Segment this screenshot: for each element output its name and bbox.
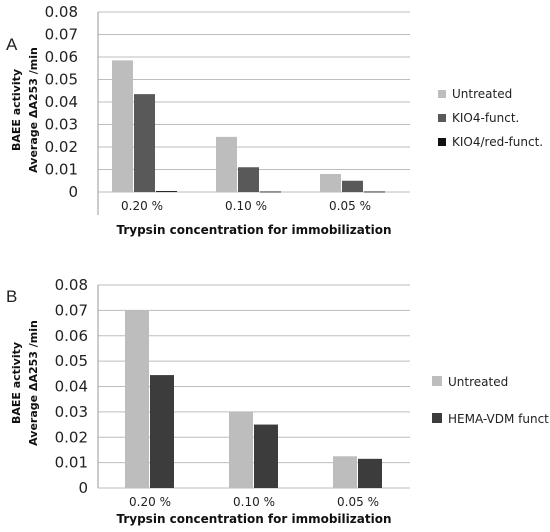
x-tick-label: 0.05 % bbox=[329, 199, 371, 213]
y-axis-label-line1-b: BAEE activity bbox=[10, 342, 23, 424]
y-tick-label: 0.03 bbox=[45, 116, 78, 134]
x-tick-label: 0.20 % bbox=[121, 199, 163, 213]
legend-swatch bbox=[438, 90, 446, 98]
legend-label: Untreated bbox=[452, 87, 512, 101]
y-ticks-b: 0 0.01 0.02 0.03 0.04 0.05 0.06 0.07 0.08 bbox=[55, 276, 88, 497]
y-tick-label: 0.07 bbox=[45, 26, 78, 44]
legend-swatch bbox=[432, 376, 442, 386]
y-tick-label: 0.05 bbox=[55, 352, 88, 370]
y-tick-label: 0.06 bbox=[45, 48, 78, 66]
legend-swatch bbox=[432, 413, 442, 423]
panel-label-a: A bbox=[6, 35, 18, 54]
chart-panel-b: B BAEE activity Average ΔA253 /min Tryps… bbox=[6, 276, 550, 526]
y-tick-label: 0.01 bbox=[45, 161, 78, 179]
bar bbox=[320, 174, 341, 192]
bar bbox=[254, 424, 278, 488]
y-tick-label: 0.03 bbox=[55, 403, 88, 421]
bar bbox=[156, 191, 177, 192]
bar bbox=[229, 411, 253, 488]
bar bbox=[150, 375, 174, 488]
bar bbox=[125, 310, 149, 488]
x-ticks-a: 0.20 % 0.10 % 0.05 % bbox=[121, 199, 371, 213]
x-axis-label-a: Trypsin concentration for immobilization bbox=[116, 223, 391, 237]
y-tick-label: 0 bbox=[68, 183, 78, 201]
legend-a: Untreated KIO4-funct. KIO4/red-funct. bbox=[438, 87, 543, 149]
legend-label: HEMA-VDM funct. bbox=[448, 412, 550, 426]
bar bbox=[342, 180, 363, 192]
x-ticks-b: 0.20 % 0.10 % 0.05 % bbox=[129, 495, 379, 509]
bar bbox=[364, 191, 385, 193]
x-tick-label: 0.10 % bbox=[233, 495, 275, 509]
legend-swatch bbox=[438, 138, 446, 146]
bar bbox=[134, 94, 155, 192]
bar bbox=[216, 136, 237, 192]
bars-a bbox=[112, 60, 385, 193]
y-axis-label-line2-a: Average ΔA253 /min bbox=[27, 47, 40, 173]
legend-label: KIO4/red-funct. bbox=[452, 135, 543, 149]
y-tick-label: 0.02 bbox=[55, 428, 88, 446]
bar bbox=[112, 60, 133, 192]
x-axis-label-b: Trypsin concentration for immobilization bbox=[116, 512, 391, 526]
y-tick-label: 0.04 bbox=[55, 378, 88, 396]
y-tick-label: 0.07 bbox=[55, 301, 88, 319]
y-tick-label: 0.04 bbox=[45, 93, 78, 111]
y-axis-label-line2-b: Average ΔA253 /min bbox=[27, 320, 40, 446]
legend-label: KIO4-funct. bbox=[452, 111, 519, 125]
bars-b bbox=[125, 310, 382, 488]
bar bbox=[358, 458, 382, 488]
y-ticks-a: 0 0.01 0.02 0.03 0.04 0.05 0.06 0.07 0.08 bbox=[45, 3, 78, 201]
y-tick-label: 0.06 bbox=[55, 327, 88, 345]
legend-b: Untreated HEMA-VDM funct. bbox=[432, 375, 550, 426]
legend-label: Untreated bbox=[448, 375, 508, 389]
bar bbox=[333, 456, 357, 488]
y-tick-label: 0 bbox=[78, 479, 88, 497]
x-tick-label: 0.20 % bbox=[129, 495, 171, 509]
x-tick-label: 0.05 % bbox=[337, 495, 379, 509]
bar bbox=[238, 167, 259, 192]
y-tick-label: 0.01 bbox=[55, 454, 88, 472]
chart-panel-a: A BAEE activity Average ΔA253 /min Tryps… bbox=[6, 3, 543, 237]
bar bbox=[260, 191, 281, 193]
legend-swatch bbox=[438, 114, 446, 122]
y-tick-label: 0.02 bbox=[45, 138, 78, 156]
x-tick-label: 0.10 % bbox=[225, 199, 267, 213]
y-tick-label: 0.08 bbox=[55, 276, 88, 294]
y-tick-label: 0.05 bbox=[45, 71, 78, 89]
panel-label-b: B bbox=[6, 287, 17, 306]
y-tick-label: 0.08 bbox=[45, 3, 78, 21]
y-axis-label-line1-a: BAEE activity bbox=[10, 69, 23, 151]
